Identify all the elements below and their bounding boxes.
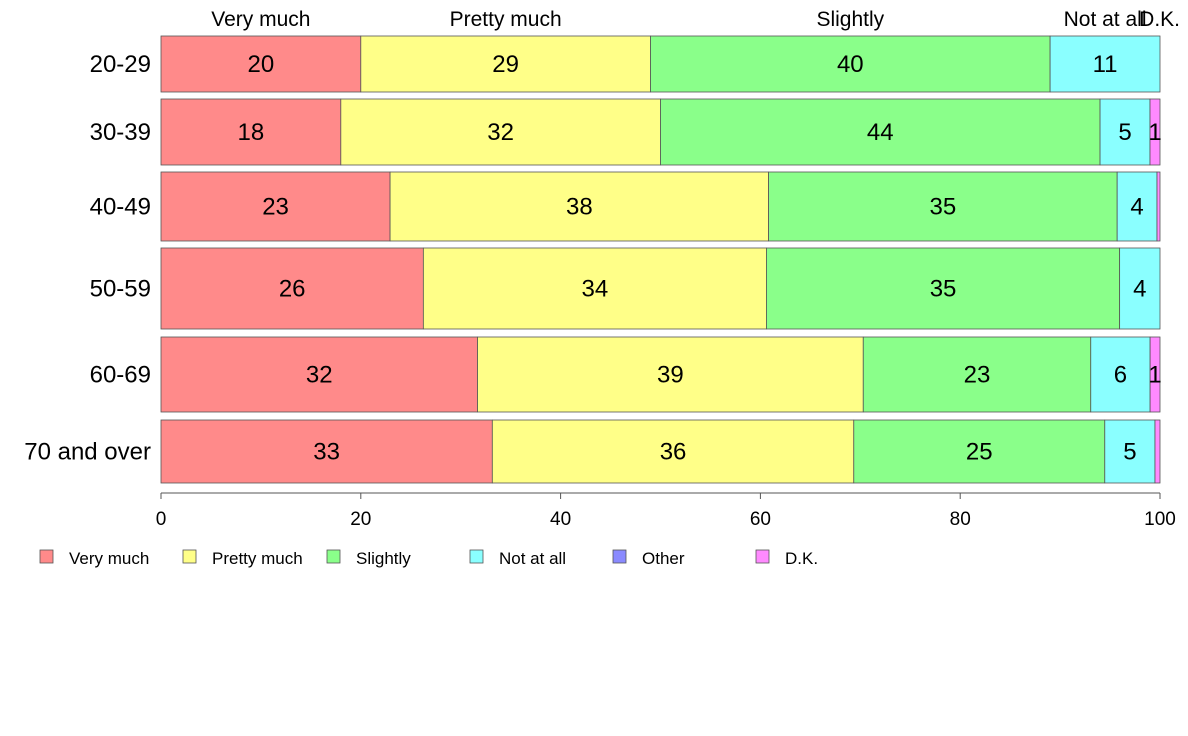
legend-label: Other xyxy=(642,549,685,568)
segment-value-label: 29 xyxy=(492,51,519,78)
bar-segment xyxy=(1149,98,1161,166)
series-header-label: Not at all xyxy=(1064,8,1147,31)
series-header-label: Slightly xyxy=(816,8,884,31)
series-header-labels-layer: Very much Pretty much Slightly Not at allD.… xyxy=(211,8,1180,31)
bar-segment xyxy=(160,35,362,93)
segment-value-label: 23 xyxy=(262,194,289,221)
bar-segment xyxy=(862,336,1092,413)
series-header-label: Very much xyxy=(211,8,310,31)
legend-swatch xyxy=(39,549,54,564)
bar-segment xyxy=(1099,98,1151,166)
segment-value-label: 18 xyxy=(238,119,265,146)
legend-label: Very much xyxy=(69,549,149,568)
x-tick-label: 20 xyxy=(350,509,371,530)
bar-segment xyxy=(1104,419,1156,484)
segment-value-label: 38 xyxy=(566,194,593,221)
bar-segment xyxy=(660,98,1101,166)
segment-value-label: 4 xyxy=(1133,276,1146,303)
x-tick-label: 100 xyxy=(1144,509,1176,530)
legend-swatch xyxy=(469,549,484,564)
x-tick-label: 80 xyxy=(950,509,971,530)
legend-swatch xyxy=(612,549,627,564)
bars-layer xyxy=(160,35,1161,484)
category-label: 60-69 xyxy=(90,362,151,389)
segment-value-label: 1 xyxy=(1148,362,1161,389)
x-tick-label: 0 xyxy=(156,509,167,530)
segment-value-label: 11 xyxy=(1093,51,1118,78)
segment-value-label: 33 xyxy=(313,439,340,466)
segment-value-label: 5 xyxy=(1118,119,1131,146)
legend-label: Pretty much xyxy=(212,549,303,568)
category-label: 70 and over xyxy=(24,439,151,466)
legend-label: D.K. xyxy=(785,549,818,568)
bar-segment xyxy=(768,171,1118,242)
series-header-label: Pretty much xyxy=(450,8,562,31)
segment-value-label: 44 xyxy=(867,119,894,146)
segment-value-label: 23 xyxy=(964,362,991,389)
bar-segment xyxy=(160,98,342,166)
segment-value-label: 35 xyxy=(930,276,957,303)
segment-value-label: 26 xyxy=(279,276,306,303)
legend-swatch xyxy=(326,549,341,564)
category-label: 30-39 xyxy=(90,119,151,146)
segment-value-label: 39 xyxy=(657,362,684,389)
bar-segment xyxy=(340,98,661,166)
segment-value-label: 6 xyxy=(1114,362,1127,389)
legend-label: Not at all xyxy=(499,549,566,568)
segment-value-label: 20 xyxy=(248,51,275,78)
x-tick-label: 60 xyxy=(750,509,771,530)
bar-segment xyxy=(1049,35,1161,93)
segment-value-label: 36 xyxy=(660,439,687,466)
legend-swatch xyxy=(755,549,770,564)
bar-segment xyxy=(360,35,651,93)
segment-value-label: 5 xyxy=(1123,439,1136,466)
bar-segment xyxy=(1156,171,1161,242)
segment-value-label: 40 xyxy=(837,51,864,78)
category-label: 50-59 xyxy=(90,276,151,303)
category-labels-layer: 20-29 30-39 40-49 50-59 60-69 70 and over xyxy=(24,51,151,466)
bar-segment xyxy=(160,171,391,242)
x-tick-label: 40 xyxy=(550,509,571,530)
segment-value-label: 32 xyxy=(487,119,514,146)
segment-value-label: 35 xyxy=(930,194,957,221)
legend-swatch xyxy=(182,549,197,564)
bar-segment xyxy=(1149,336,1161,413)
bar-segment xyxy=(766,247,1121,330)
bar-segment xyxy=(491,419,855,484)
segment-value-label: 25 xyxy=(966,439,993,466)
segment-value-label: 32 xyxy=(306,362,333,389)
bar-segment xyxy=(477,336,864,413)
bar-segment xyxy=(422,247,767,330)
bar-segment xyxy=(1116,171,1158,242)
segment-value-label: 4 xyxy=(1130,194,1143,221)
bar-segment xyxy=(160,247,424,330)
bar-segment xyxy=(160,419,493,484)
bar-segment xyxy=(389,171,769,242)
bar-segment xyxy=(650,35,1051,93)
bar-segment xyxy=(853,419,1106,484)
category-label: 40-49 xyxy=(90,194,151,221)
series-header-label: D.K. xyxy=(1139,8,1180,31)
category-label: 20-29 xyxy=(90,51,151,78)
legend-label: Slightly xyxy=(356,549,411,568)
bar-segment xyxy=(1119,247,1161,330)
x-axis: 0 20 40 60 80 100 xyxy=(156,492,1176,530)
segment-value-label: 34 xyxy=(582,276,609,303)
segment-value-label: 1 xyxy=(1148,119,1161,146)
legend: Very much Pretty much Slightly Not at all Ot… xyxy=(39,549,818,568)
bar-segment xyxy=(1154,419,1161,484)
